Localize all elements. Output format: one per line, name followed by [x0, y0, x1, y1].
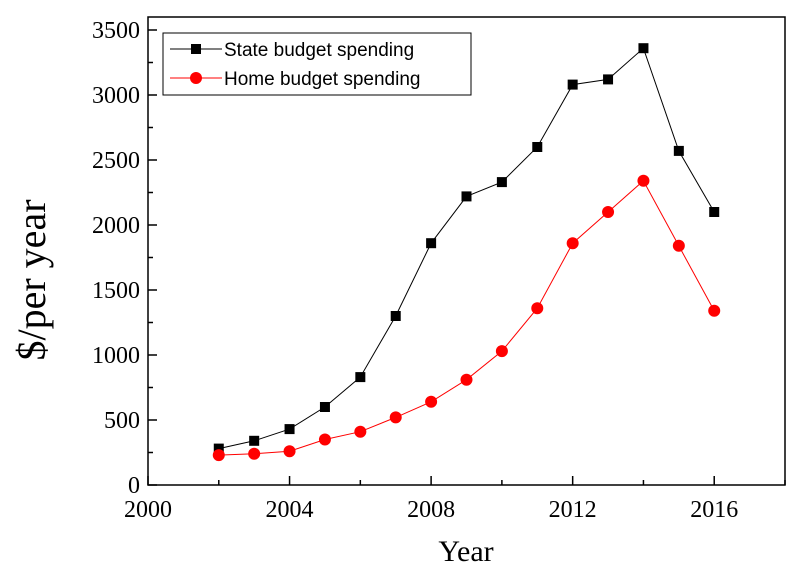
legend-marker-home: [190, 72, 202, 84]
data-point-state: [319, 402, 330, 412]
y-tick-label: 500: [104, 408, 140, 434]
legend-box: [162, 32, 472, 96]
y-tick-label: 1000: [92, 343, 140, 369]
x-axis-title: Year: [438, 535, 493, 568]
data-point-home: [495, 345, 508, 358]
y-tick-label: 3000: [92, 83, 140, 109]
legend-label-home: Home budget spending: [224, 69, 420, 90]
y-tick-label: 2000: [92, 213, 140, 239]
legend-marker-state: [191, 44, 201, 54]
data-point-state: [496, 177, 507, 188]
x-tick-label: 2012: [549, 497, 597, 523]
data-point-state: [603, 74, 614, 85]
y-axis-title: $/per year: [9, 199, 54, 360]
series-layer: [212, 43, 721, 462]
data-point-state: [461, 191, 472, 202]
data-point-home: [531, 302, 544, 315]
data-point-state: [390, 311, 401, 321]
data-point-state: [673, 145, 684, 156]
legend: State budget spending Home budget spendi…: [162, 32, 472, 96]
data-point-home: [248, 447, 261, 460]
y-tick-label: 0: [128, 473, 140, 499]
tick-labels: 2000 2004 2008 2012 2016 0 500 1000 1500 2000 2500…: [92, 18, 738, 523]
data-point-state: [638, 43, 649, 54]
data-point-home: [212, 449, 225, 462]
data-point-home: [602, 206, 615, 218]
data-point-home: [354, 425, 367, 438]
data-point-home: [283, 445, 296, 458]
legend-label-state: State budget spending: [224, 40, 414, 61]
y-tick-label: 1500: [92, 278, 140, 304]
data-point-home: [318, 433, 331, 446]
data-point-state: [567, 79, 578, 90]
data-point-state: [284, 424, 295, 435]
data-point-state: [355, 372, 366, 383]
data-point-state: [426, 238, 437, 249]
data-point-home: [566, 237, 579, 250]
data-point-state: [532, 142, 543, 152]
data-point-state: [709, 207, 720, 217]
data-point-state: [213, 443, 224, 454]
series-line-home: [218, 180, 715, 456]
data-point-home: [389, 411, 402, 424]
data-point-home: [672, 239, 685, 252]
y-tick-label: 2500: [92, 148, 140, 174]
series-line-state: [218, 47, 715, 450]
data-point-state: [249, 435, 260, 446]
axis-ticks: [147, 29, 786, 486]
y-tick-label: 3500: [92, 18, 140, 44]
data-point-home: [425, 395, 438, 408]
x-tick-label: 2000: [124, 497, 172, 523]
x-tick-label: 2004: [266, 497, 314, 523]
x-tick-label: 2008: [407, 497, 455, 523]
data-point-home: [637, 174, 650, 187]
data-point-home: [708, 304, 721, 317]
plot-frame: [147, 16, 786, 486]
data-point-home: [460, 373, 473, 386]
x-tick-label: 2016: [690, 497, 738, 523]
